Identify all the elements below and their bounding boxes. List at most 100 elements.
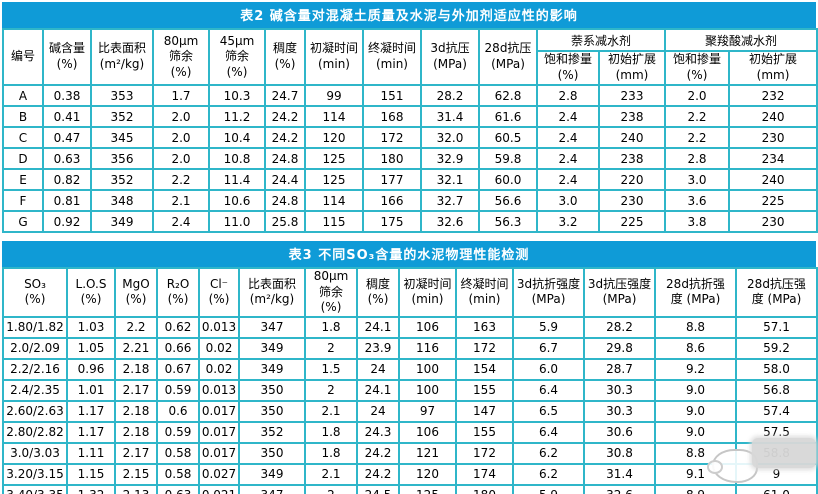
table-cell: 2.13 xyxy=(114,483,158,494)
table-cell: 0.66 xyxy=(156,336,200,360)
table-cell: 3.0 xyxy=(536,189,600,212)
table-cell: 166 xyxy=(362,189,422,212)
table-cell: 6.0 xyxy=(512,357,585,381)
table3-row: 2.4/2.35 1.01 2.17 0.59 0.013 350 2 24.1 100 155 6… xyxy=(2,378,818,402)
table-cell: 114 xyxy=(304,105,364,128)
table-cell: 9.0 xyxy=(654,399,737,423)
table-cell: 24.2 xyxy=(264,126,306,149)
table3-row: 2.2/2.16 0.96 2.18 0.67 0.02 349 1.5 24 100 154 6.… xyxy=(2,357,818,381)
table-cell: C xyxy=(2,126,44,149)
column-header: 3d抗折强度 (MPa) xyxy=(512,267,585,318)
table-cell: 352 xyxy=(238,420,306,444)
table3-grid: SO₃ (%) L.O.S (%) MgO (%) R₂O (%) Cl⁻ (%) 比表面积 (m²/… xyxy=(2,267,818,494)
table-cell: 2.2 xyxy=(664,126,731,149)
table3-row: 3.40/3.351.322.130.630.021347224.5125180… xyxy=(2,483,818,494)
table-cell: 24.8 xyxy=(264,189,306,212)
table-cell: 0.013 xyxy=(198,378,240,402)
table-cell: 6.5 xyxy=(512,399,585,423)
table-cell: 121 xyxy=(398,441,457,465)
table-cell: 2.1 xyxy=(304,462,358,486)
table-cell: 232 xyxy=(728,84,818,107)
table-cell: 1.32 xyxy=(66,483,116,494)
table-cell: 240 xyxy=(728,105,818,128)
table-cell: 32.6 xyxy=(420,210,480,233)
table-cell: E xyxy=(2,168,44,191)
table-cell: 1.7 xyxy=(152,84,210,107)
table-cell: 2.0 xyxy=(152,105,210,128)
table-cell: 1.17 xyxy=(66,420,116,444)
table-cell: 6.7 xyxy=(512,336,585,360)
table-cell: 10.8 xyxy=(208,147,266,170)
table-cell: 2.18 xyxy=(114,357,158,381)
table-cell: 0.47 xyxy=(42,126,92,149)
table-cell: 100 xyxy=(398,378,457,402)
table-cell: 2.4 xyxy=(536,147,600,170)
column-subheader: 饱和掺量 (%) xyxy=(536,50,600,86)
table-cell: 57.4 xyxy=(735,399,818,423)
table-cell: 180 xyxy=(455,483,514,494)
table-cell: 2.4 xyxy=(536,126,600,149)
table-cell: 28.2 xyxy=(420,84,480,107)
column-header: 终凝时间 (min) xyxy=(455,267,514,318)
column-header: 稠度 (%) xyxy=(356,267,400,318)
table-cell: 220 xyxy=(597,168,667,191)
table-cell: 6.2 xyxy=(512,462,585,486)
table-cell: 2.60/2.63 xyxy=(2,399,68,423)
table-cell: 2.0 xyxy=(664,84,731,107)
table-cell: 11.4 xyxy=(208,168,266,191)
table-cell: 31.4 xyxy=(420,105,480,128)
column-header: 终凝时间 (min) xyxy=(362,28,422,86)
table3-body: 1.80/1.82 1.03 2.2 0.62 0.013 347 1.8 24.1 106 16… xyxy=(2,315,818,494)
table-cell: 10.6 xyxy=(208,189,266,212)
table-cell: 11.2 xyxy=(208,105,266,128)
table-cell: F xyxy=(2,189,44,212)
table-cell: 2.18 xyxy=(114,399,158,423)
column-header: MgO (%) xyxy=(114,267,158,318)
table-cell: 2.4/2.35 xyxy=(2,378,68,402)
table2-title-bar: 表2 碱含量对混凝土质量及水泥与外加剂适应性的影响 xyxy=(2,2,816,28)
table-cell: 0.62 xyxy=(156,315,200,339)
table-cell: 24.5 xyxy=(356,483,400,494)
table2-row: G 0.92 349 2.4 11.0 25.8 115 175 32.6 56.3 3.2 225 3… xyxy=(2,210,818,233)
table-cell: 31.4 xyxy=(583,462,656,486)
table-cell: 10.3 xyxy=(208,84,266,107)
column-header: SO₃ (%) xyxy=(2,267,68,318)
table-cell: 0.82 xyxy=(42,168,92,191)
table-cell: 0.013 xyxy=(198,315,240,339)
column-header: 80μm 筛余 (%) xyxy=(304,267,358,318)
table-cell: 32.0 xyxy=(420,126,480,149)
table-cell: 61.6 xyxy=(478,105,538,128)
column-group-header: 萘系减水剂 xyxy=(535,28,667,52)
table-cell: 240 xyxy=(597,126,667,149)
table-cell: 2.2/2.16 xyxy=(2,357,68,381)
table-cell: 230 xyxy=(728,126,818,149)
table-cell: 155 xyxy=(455,420,514,444)
table-cell: 3.6 xyxy=(664,189,731,212)
table-cell: 225 xyxy=(597,210,667,233)
column-header: L.O.S (%) xyxy=(66,267,116,318)
table-cell: 8.8 xyxy=(654,441,737,465)
table-cell: 24.2 xyxy=(264,105,306,128)
table-cell: 350 xyxy=(238,378,306,402)
column-header: 碱含量 (%) xyxy=(42,28,92,86)
table-cell: 356 xyxy=(90,147,154,170)
table-cell: 32.9 xyxy=(420,147,480,170)
table-cell: 2.17 xyxy=(114,378,158,402)
table-cell: 0.021 xyxy=(198,483,240,494)
table-cell: 0.96 xyxy=(66,357,116,381)
table2-header: 编号 碱含量 (%) 比表面积 (m²/kg) 80μm 筛余 (%) 45μm 筛余 (%) 稠度(… xyxy=(2,28,818,86)
table-cell: 11.0 xyxy=(208,210,266,233)
table-cell: 24 xyxy=(356,399,400,423)
table-cell: 125 xyxy=(398,483,457,494)
table-cell: 155 xyxy=(455,378,514,402)
column-header: 3d抗压 (MPa) xyxy=(420,28,480,86)
table-cell: A xyxy=(2,84,44,107)
table2-row: D 0.63 356 2.0 10.8 24.8 125 180 32.9 59.8 2.4 238 2… xyxy=(2,147,818,170)
table-cell: 0.63 xyxy=(42,147,92,170)
table-cell: 125 xyxy=(304,147,364,170)
column-header: 初凝时间 (min) xyxy=(304,28,364,86)
table2-section: 表2 碱含量对混凝土质量及水泥与外加剂适应性的影响 编号 碱含量 (%) 比表面积 (m… xyxy=(2,2,818,233)
table-cell: D xyxy=(2,147,44,170)
table-cell: 177 xyxy=(362,168,422,191)
table-cell: 1.5 xyxy=(304,357,358,381)
